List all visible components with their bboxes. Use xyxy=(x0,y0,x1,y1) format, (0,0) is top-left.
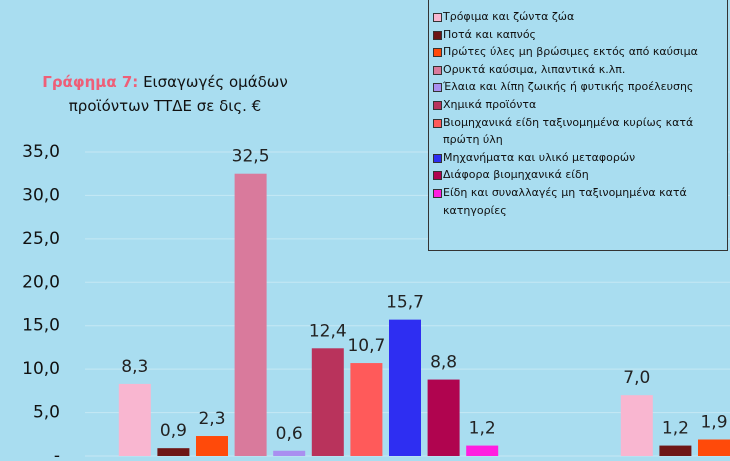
data-label: 0,6 xyxy=(276,424,303,444)
legend-swatch xyxy=(433,153,442,163)
legend-swatch xyxy=(433,65,442,75)
data-label: 32,5 xyxy=(232,147,270,167)
legend-label: Πρώτες ύλες μη βρώσιμες εκτός από καύσιμ… xyxy=(443,45,698,59)
legend-label: Χημικά προϊόντα xyxy=(443,97,537,111)
legend-item: Πρώτες ύλες μη βρώσιμες εκτός από καύσιμ… xyxy=(433,43,723,61)
legend-swatch xyxy=(433,83,442,93)
legend: Τρόφιμα και ζώντα ζώα Ποτά και καπνός Πρώτ… xyxy=(428,0,728,251)
y-tick-label: 25,0 xyxy=(22,229,60,249)
data-label: 12,4 xyxy=(309,321,347,341)
bar xyxy=(389,319,421,456)
legend-item: Ποτά και καπνός xyxy=(433,26,723,44)
legend-swatch xyxy=(433,13,442,22)
bar xyxy=(118,383,151,456)
legend-item: Διάφορα βιομηχανικά είδη xyxy=(433,166,723,184)
legend-swatch xyxy=(433,48,442,58)
bar xyxy=(157,448,190,456)
data-label: 1,9 xyxy=(700,412,727,432)
chart-title-block: Γράφημα 7: Εισαγωγές ομάδων προϊόντων ΤΤ… xyxy=(20,70,310,118)
bar xyxy=(234,173,267,456)
legend-swatch xyxy=(433,100,442,110)
bar xyxy=(698,439,730,456)
y-tick-label: - xyxy=(54,446,60,461)
chart-title: Εισαγωγές ομάδων προϊόντων ΤΤΔΕ σε δις. … xyxy=(68,73,288,115)
legend-swatch xyxy=(433,30,442,40)
legend-label: Έλαια και λίπη ζωικής ή φυτικής προέλευσ… xyxy=(443,80,694,94)
y-tick-label: 20,0 xyxy=(22,272,60,292)
data-label: 2,3 xyxy=(198,409,225,429)
bar xyxy=(427,379,460,456)
legend-item: Βιομηχανικά είδη ταξινομημένα κυρίως κατ… xyxy=(433,114,723,149)
data-label: 1,2 xyxy=(469,419,496,439)
y-tick-label: 5,0 xyxy=(33,403,60,423)
legend-swatch xyxy=(433,188,442,198)
y-tick-label: 30,0 xyxy=(22,185,60,205)
chart-title-label: Γράφημα 7: xyxy=(42,73,139,91)
y-tick-label: 10,0 xyxy=(22,359,60,379)
bar xyxy=(466,445,499,456)
legend-item: Χημικά προϊόντα xyxy=(433,96,723,114)
data-label: 1,2 xyxy=(662,419,689,439)
bar xyxy=(196,436,228,456)
legend-label: Ποτά και καπνός xyxy=(443,27,537,41)
legend-item: Τρόφιμα και ζώντα ζώα xyxy=(433,8,723,26)
legend-label: Τρόφιμα και ζώντα ζώα xyxy=(443,10,575,23)
legend-item: Μηχανήματα και υλικό μεταφορών xyxy=(433,149,723,167)
y-tick-label: 15,0 xyxy=(22,316,60,336)
legend-label: Βιομηχανικά είδη ταξινομημένα κυρίως κατ… xyxy=(443,115,694,147)
data-label: 15,7 xyxy=(386,293,424,313)
data-label: 0,9 xyxy=(160,421,187,441)
bar xyxy=(620,395,653,456)
legend-label: Μηχανήματα και υλικό μεταφορών xyxy=(443,150,636,164)
legend-item: Έλαια και λίπη ζωικής ή φυτικής προέλευσ… xyxy=(433,78,723,96)
bar xyxy=(273,450,306,456)
data-label: 8,8 xyxy=(430,353,457,373)
data-label: 8,3 xyxy=(121,357,148,377)
legend-label: Είδη και συναλλαγές μη ταξινομημένα κατά… xyxy=(443,185,687,217)
legend-item: Ορυκτά καύσιμα, λιπαντικά κ.λπ. xyxy=(433,61,723,79)
y-tick-label: 35,0 xyxy=(22,142,60,162)
data-label: 7,0 xyxy=(623,368,650,388)
bar xyxy=(659,445,692,456)
legend-label: Ορυκτά καύσιμα, λιπαντικά κ.λπ. xyxy=(443,62,626,76)
data-label: 10,7 xyxy=(347,336,385,356)
legend-swatch xyxy=(433,171,442,181)
bar xyxy=(311,348,344,456)
legend-swatch xyxy=(433,118,442,128)
bar xyxy=(350,363,383,456)
legend-label: Διάφορα βιομηχανικά είδη xyxy=(443,168,589,182)
legend-item: Είδη και συναλλαγές μη ταξινομημένα κατά… xyxy=(433,184,723,219)
